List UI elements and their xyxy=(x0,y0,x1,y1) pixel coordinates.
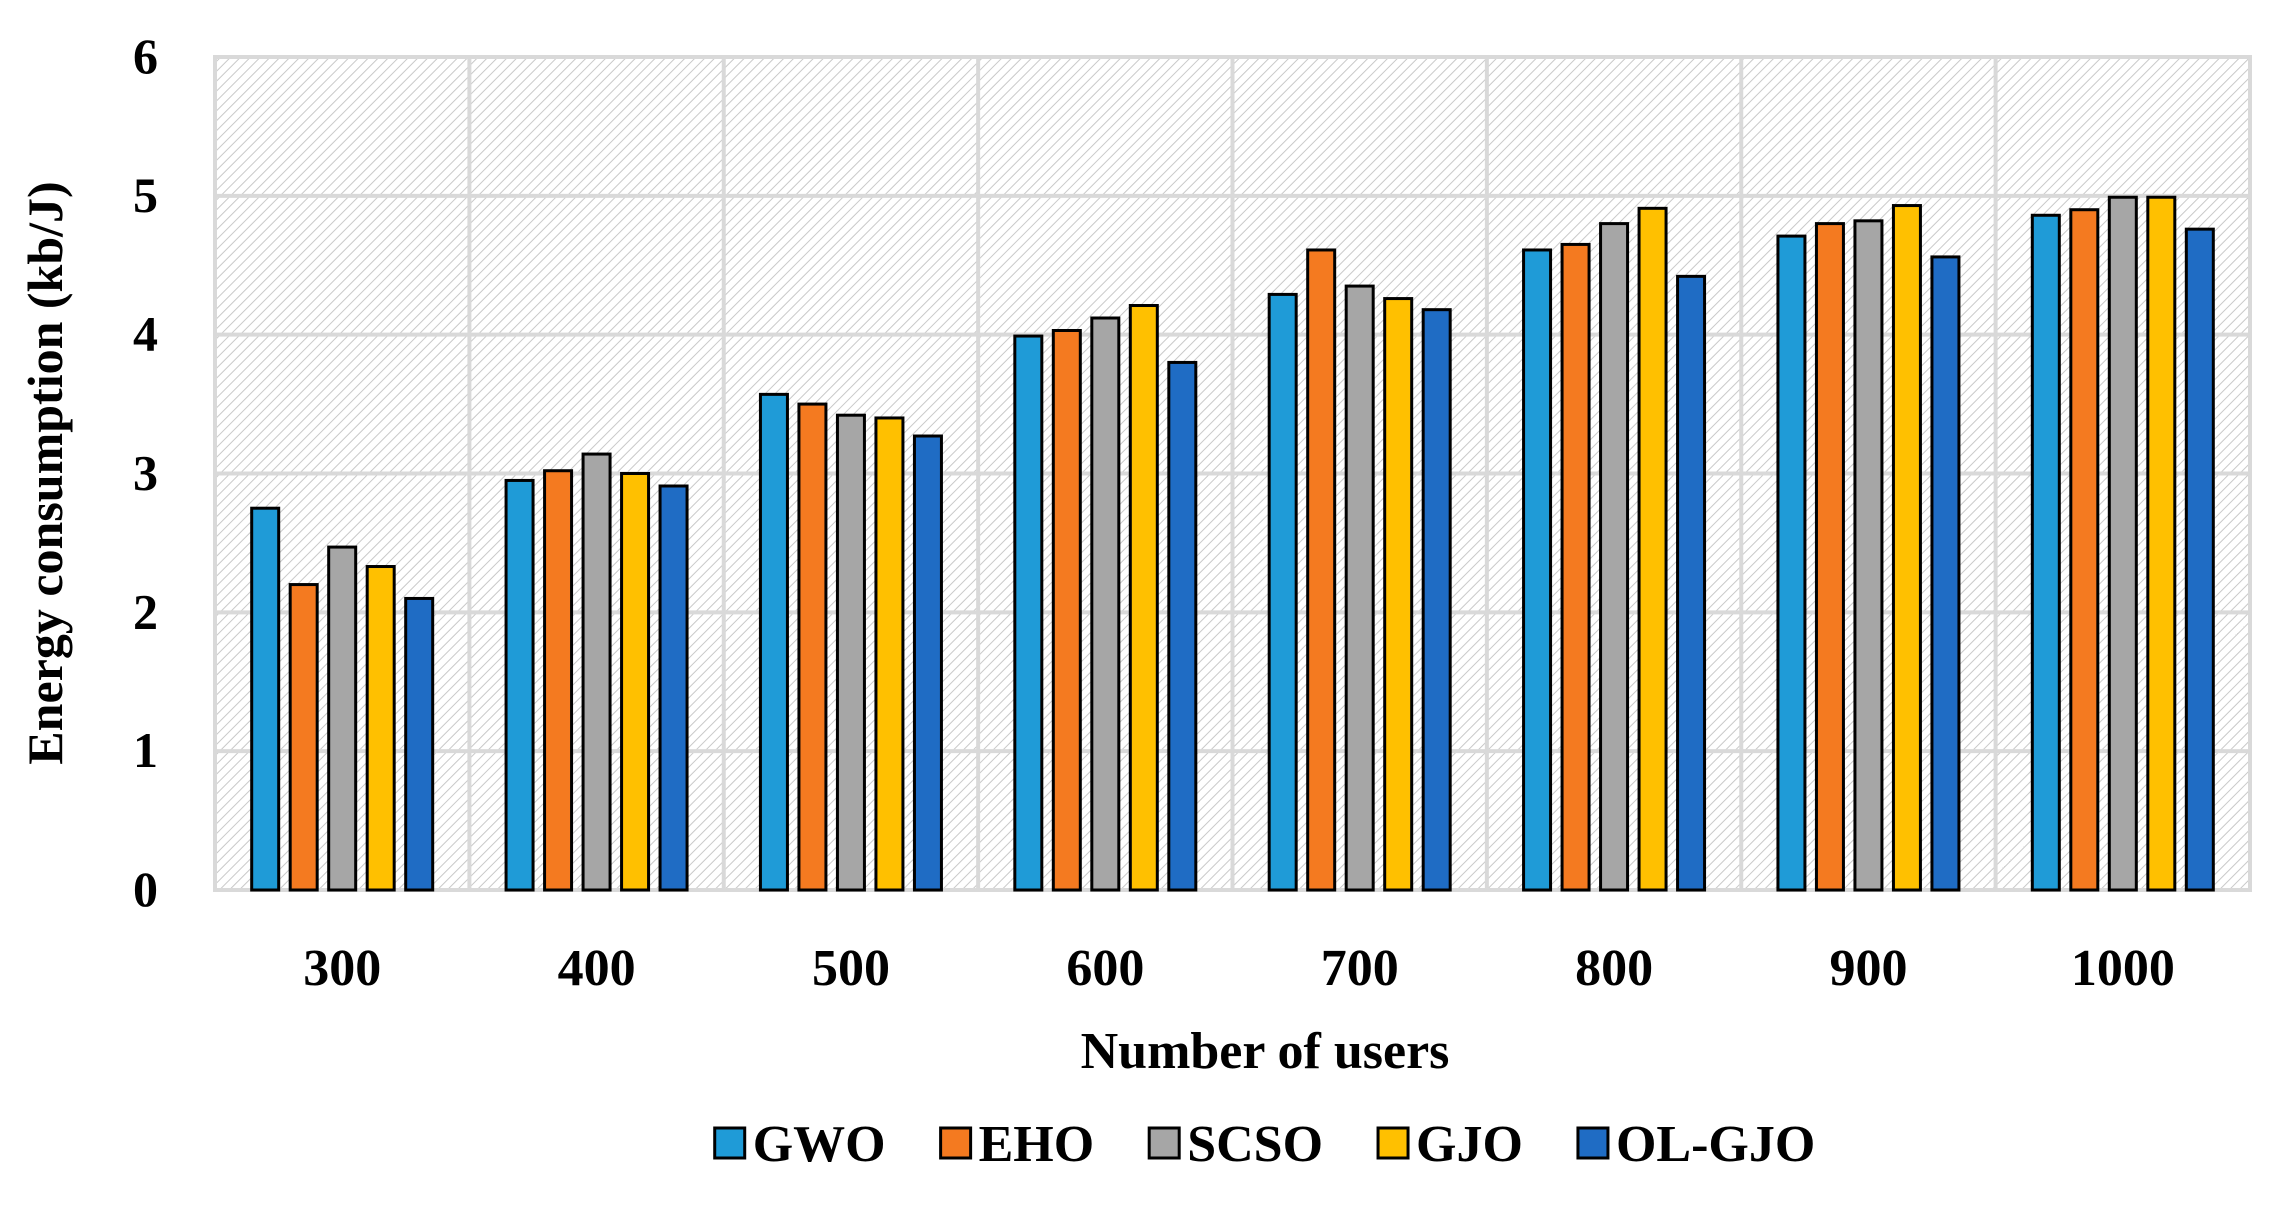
legend-swatch-gwo xyxy=(713,1126,747,1160)
bar-scso-1000 xyxy=(2107,195,2138,892)
x-tick-label: 800 xyxy=(1575,940,1653,997)
bar-gjo-500 xyxy=(874,416,905,892)
bar-gjo-1000 xyxy=(2146,195,2177,892)
bar-gwo-600 xyxy=(1013,334,1044,892)
x-axis-label: Number of users xyxy=(1081,1023,1450,1080)
bar-gjo-700 xyxy=(1383,297,1414,892)
legend: GWO EHO SCSO GJO OL-GJO xyxy=(713,1116,1815,1173)
legend-label-gjo: GJO xyxy=(1416,1116,1523,1173)
legend-swatch-scso xyxy=(1147,1126,1181,1160)
bar-gwo-900 xyxy=(1776,234,1807,892)
bar-scso-600 xyxy=(1090,316,1121,892)
bar-ol-gjo-700 xyxy=(1421,308,1452,892)
bar-gwo-700 xyxy=(1267,292,1298,892)
y-tick-label: 5 xyxy=(133,167,158,223)
bar-gwo-400 xyxy=(504,478,535,892)
bar-ol-gjo-500 xyxy=(912,434,943,892)
x-axis-ticks: 300 400 500 600 700 800 900 1000 xyxy=(303,940,2175,997)
bars xyxy=(250,195,2215,892)
x-tick-label: 400 xyxy=(558,940,636,997)
legend-label-gwo: GWO xyxy=(753,1116,886,1173)
bar-scso-900 xyxy=(1853,219,1884,892)
y-tick-label: 2 xyxy=(133,583,158,639)
bar-gjo-300 xyxy=(365,565,396,892)
bar-gwo-300 xyxy=(250,506,281,892)
bar-eho-400 xyxy=(543,469,574,892)
bar-scso-700 xyxy=(1344,284,1375,892)
y-tick-label: 1 xyxy=(133,722,158,778)
bar-ol-gjo-900 xyxy=(1930,255,1961,892)
bar-gjo-800 xyxy=(1637,206,1668,892)
bar-eho-1000 xyxy=(2069,208,2100,892)
bar-gjo-900 xyxy=(1891,204,1922,892)
bar-scso-300 xyxy=(327,545,358,892)
legend-label-eho: EHO xyxy=(979,1116,1095,1173)
bar-ol-gjo-1000 xyxy=(2184,227,2215,892)
bar-ol-gjo-600 xyxy=(1167,360,1198,892)
bar-scso-500 xyxy=(835,413,866,892)
bar-ol-gjo-300 xyxy=(404,596,435,892)
bar-eho-500 xyxy=(797,402,828,892)
legend-label-scso: SCSO xyxy=(1187,1116,1323,1173)
x-tick-label: 300 xyxy=(303,940,381,997)
legend-label-ol-gjo: OL-GJO xyxy=(1616,1116,1815,1173)
x-tick-label: 900 xyxy=(1829,940,1907,997)
y-tick-label: 0 xyxy=(133,861,158,917)
x-tick-label: 1000 xyxy=(2071,940,2175,997)
legend-swatch-gjo xyxy=(1376,1126,1410,1160)
bar-gwo-800 xyxy=(1522,248,1553,892)
x-tick-label: 600 xyxy=(1066,940,1144,997)
y-tick-label: 3 xyxy=(133,445,158,501)
legend-swatch-eho xyxy=(939,1126,973,1160)
bar-ol-gjo-400 xyxy=(658,484,689,892)
legend-swatch-ol-gjo xyxy=(1576,1126,1610,1160)
bar-eho-600 xyxy=(1051,329,1082,892)
y-tick-label: 4 xyxy=(133,306,158,362)
bar-eho-900 xyxy=(1814,222,1845,892)
bar-gwo-500 xyxy=(758,392,789,892)
bar-gjo-400 xyxy=(620,472,651,892)
bar-eho-800 xyxy=(1560,242,1591,892)
bar-gjo-600 xyxy=(1128,304,1159,892)
bar-eho-300 xyxy=(288,583,319,892)
y-axis-label: Energy consumption (kb/J) xyxy=(17,181,73,764)
bar-gwo-1000 xyxy=(2030,213,2061,892)
bar-scso-800 xyxy=(1599,222,1630,892)
x-tick-label: 700 xyxy=(1321,940,1399,997)
x-tick-label: 500 xyxy=(812,940,890,997)
y-tick-label: 6 xyxy=(133,28,158,84)
bar-eho-700 xyxy=(1306,248,1337,892)
y-axis-ticks: 0 1 2 3 4 5 6 xyxy=(133,28,158,917)
bar-scso-400 xyxy=(581,452,612,892)
bar-ol-gjo-800 xyxy=(1676,274,1707,892)
